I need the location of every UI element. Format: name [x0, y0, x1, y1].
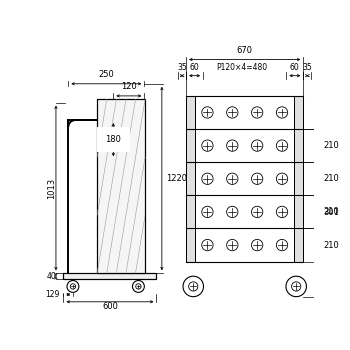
Bar — [97, 99, 145, 273]
Bar — [97, 99, 145, 273]
Text: 210: 210 — [323, 174, 339, 183]
Text: 600: 600 — [102, 302, 118, 310]
Text: 210: 210 — [323, 208, 339, 216]
Text: 35: 35 — [302, 63, 312, 72]
Text: 210: 210 — [323, 141, 339, 150]
Text: P120×4=480: P120×4=480 — [216, 63, 268, 72]
Bar — [63, 273, 156, 279]
Bar — [63, 273, 156, 279]
Text: 60: 60 — [190, 63, 200, 72]
Bar — [186, 96, 195, 262]
Text: 210: 210 — [323, 240, 339, 250]
Bar — [294, 96, 303, 262]
Text: 1013: 1013 — [47, 177, 56, 199]
Text: 60: 60 — [290, 63, 300, 72]
Text: 670: 670 — [237, 46, 253, 55]
Text: 250: 250 — [98, 70, 114, 79]
Text: 35: 35 — [177, 63, 187, 72]
Text: 301: 301 — [323, 208, 339, 217]
Text: 120: 120 — [121, 82, 137, 91]
Text: 1220: 1220 — [167, 174, 188, 183]
Bar — [186, 96, 195, 262]
Text: 129: 129 — [45, 290, 60, 299]
Text: 40: 40 — [47, 272, 56, 281]
Text: 180: 180 — [105, 135, 121, 144]
Bar — [294, 96, 303, 262]
